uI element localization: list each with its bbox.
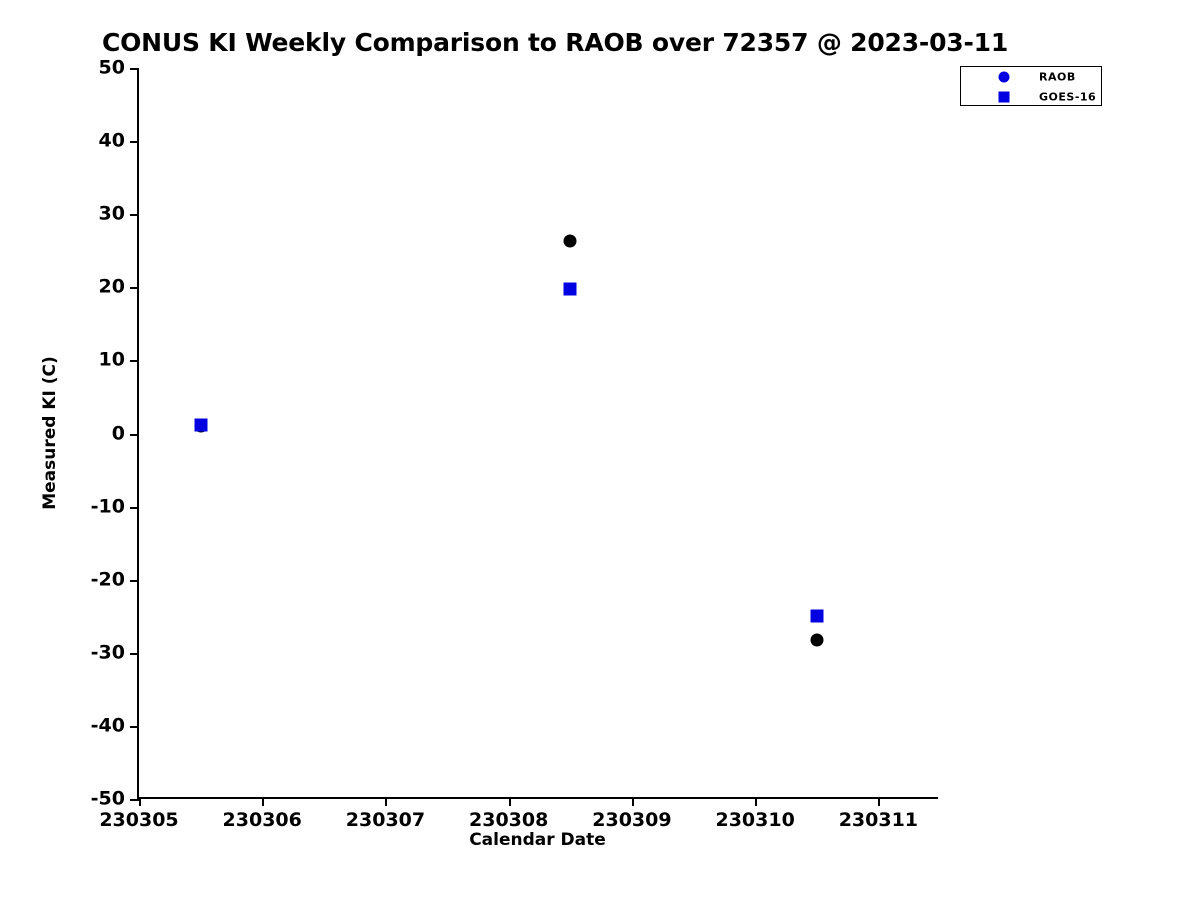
y-axis-tick xyxy=(130,433,139,436)
x-axis-label: Calendar Date xyxy=(469,830,606,850)
y-axis-tick-label: 30 xyxy=(98,202,125,225)
y-axis-tick xyxy=(130,287,139,290)
x-axis-tick-label: 230306 xyxy=(222,809,302,831)
legend-marker-circle-icon xyxy=(998,71,1010,83)
x-axis-tick-label: 230309 xyxy=(592,809,672,831)
y-axis-tick-label: -50 xyxy=(90,787,125,810)
y-axis-tick xyxy=(130,579,139,582)
legend-marker-square-icon xyxy=(998,91,1010,103)
y-axis-tick-label: -10 xyxy=(90,495,125,518)
x-axis-tick xyxy=(631,797,634,806)
y-axis-tick-label: -30 xyxy=(90,641,125,664)
data-point-raob xyxy=(810,633,824,647)
y-axis-tick xyxy=(130,799,139,801)
y-axis-tick xyxy=(130,652,139,655)
y-axis-tick-label: 20 xyxy=(98,275,125,298)
y-axis-tick xyxy=(130,725,139,728)
data-point-goes-16 xyxy=(194,418,208,432)
y-axis-tick-label: -40 xyxy=(90,714,125,737)
x-axis-tick xyxy=(878,797,881,806)
y-axis-tick xyxy=(130,214,139,217)
x-axis-tick-label: 230308 xyxy=(469,809,549,831)
data-point-goes-16 xyxy=(810,609,824,623)
y-axis-tick-label: 50 xyxy=(98,56,125,79)
legend-item-raob[interactable]: RAOB xyxy=(961,67,1101,87)
y-axis-tick xyxy=(130,506,139,509)
legend-label: GOES-16 xyxy=(1039,90,1097,104)
y-axis-tick-label: 40 xyxy=(98,129,125,152)
plot-area: 50 40 30 20 10 0 -10 -20 -30 -40 -50 230305 230306 2… xyxy=(91,58,938,830)
x-axis-tick xyxy=(139,797,141,806)
legend-label: RAOB xyxy=(1039,70,1076,84)
x-axis-tick-label: 230310 xyxy=(715,809,795,831)
x-axis-tick-label: 230305 xyxy=(99,809,179,831)
data-point-raob xyxy=(563,234,577,248)
y-axis-tick-label: 10 xyxy=(98,348,125,371)
x-axis-tick xyxy=(385,797,388,806)
x-axis-tick xyxy=(508,797,511,806)
x-axis-tick xyxy=(262,797,265,806)
x-axis-tick-label: 230307 xyxy=(345,809,426,831)
data-point-goes-16 xyxy=(563,282,577,296)
y-axis-tick-label: 0 xyxy=(111,422,125,444)
y-axis-label: Measured KI (C) xyxy=(40,356,60,510)
y-axis-tick-label: -20 xyxy=(90,568,125,591)
chart-legend: RAOB GOES-16 xyxy=(960,66,1102,106)
x-axis-tick xyxy=(755,797,758,806)
y-axis-tick xyxy=(130,68,139,70)
legend-item-goes-16[interactable]: GOES-16 xyxy=(961,87,1101,107)
y-axis-tick xyxy=(130,360,139,363)
chart-title: CONUS KI Weekly Comparison to RAOB over … xyxy=(101,28,1009,57)
y-axis-tick xyxy=(130,141,139,144)
x-axis-tick-label: 230311 xyxy=(838,809,919,831)
